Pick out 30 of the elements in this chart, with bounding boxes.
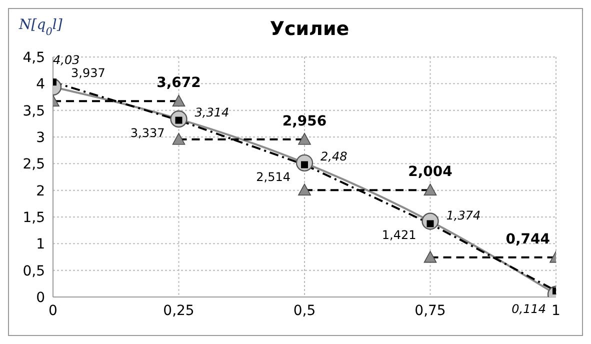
y-tick-label: 4 (36, 76, 46, 93)
y-tick-label: 1,5 (22, 210, 45, 226)
data-label: 0,114 (512, 302, 546, 316)
y-axis-title: N[q$_{0}$l] (18, 17, 63, 38)
data-label: 3,672 (156, 75, 201, 92)
y-tick-label: 2 (36, 183, 45, 200)
x-tick-label: 1 (552, 302, 560, 319)
x-tick-label: 0,5 (293, 302, 316, 319)
x-tick-label: 0 (48, 302, 58, 319)
data-label: 2,956 (282, 113, 327, 130)
data-label: 1,374 (446, 208, 481, 223)
data-label: 3,314 (194, 105, 230, 120)
y-tick-label: 0,5 (22, 263, 45, 280)
y-tick-label: 4,5 (22, 50, 45, 66)
data-label: 3,337 (130, 126, 165, 140)
data-label: 0,744 (506, 231, 550, 248)
y-tick-label: 1 (36, 236, 45, 253)
x-tick-label: 0,25 (163, 302, 194, 319)
data-label: 2,004 (408, 164, 453, 180)
data-label: 2,514 (256, 170, 290, 184)
y-tick-label: 0 (36, 290, 45, 306)
y-tick-label: 3,5 (22, 103, 45, 120)
data-label: 1,421 (382, 228, 416, 242)
y-tick-label: 2,5 (22, 156, 45, 173)
data-label: 2,48 (320, 150, 348, 164)
chart-title: Усилие (270, 18, 350, 40)
x-tick-label: 0,75 (414, 302, 446, 319)
y-tick-label: 3 (36, 130, 45, 146)
data-label: 3,937 (71, 66, 106, 80)
data-label: 4,03 (53, 53, 80, 68)
